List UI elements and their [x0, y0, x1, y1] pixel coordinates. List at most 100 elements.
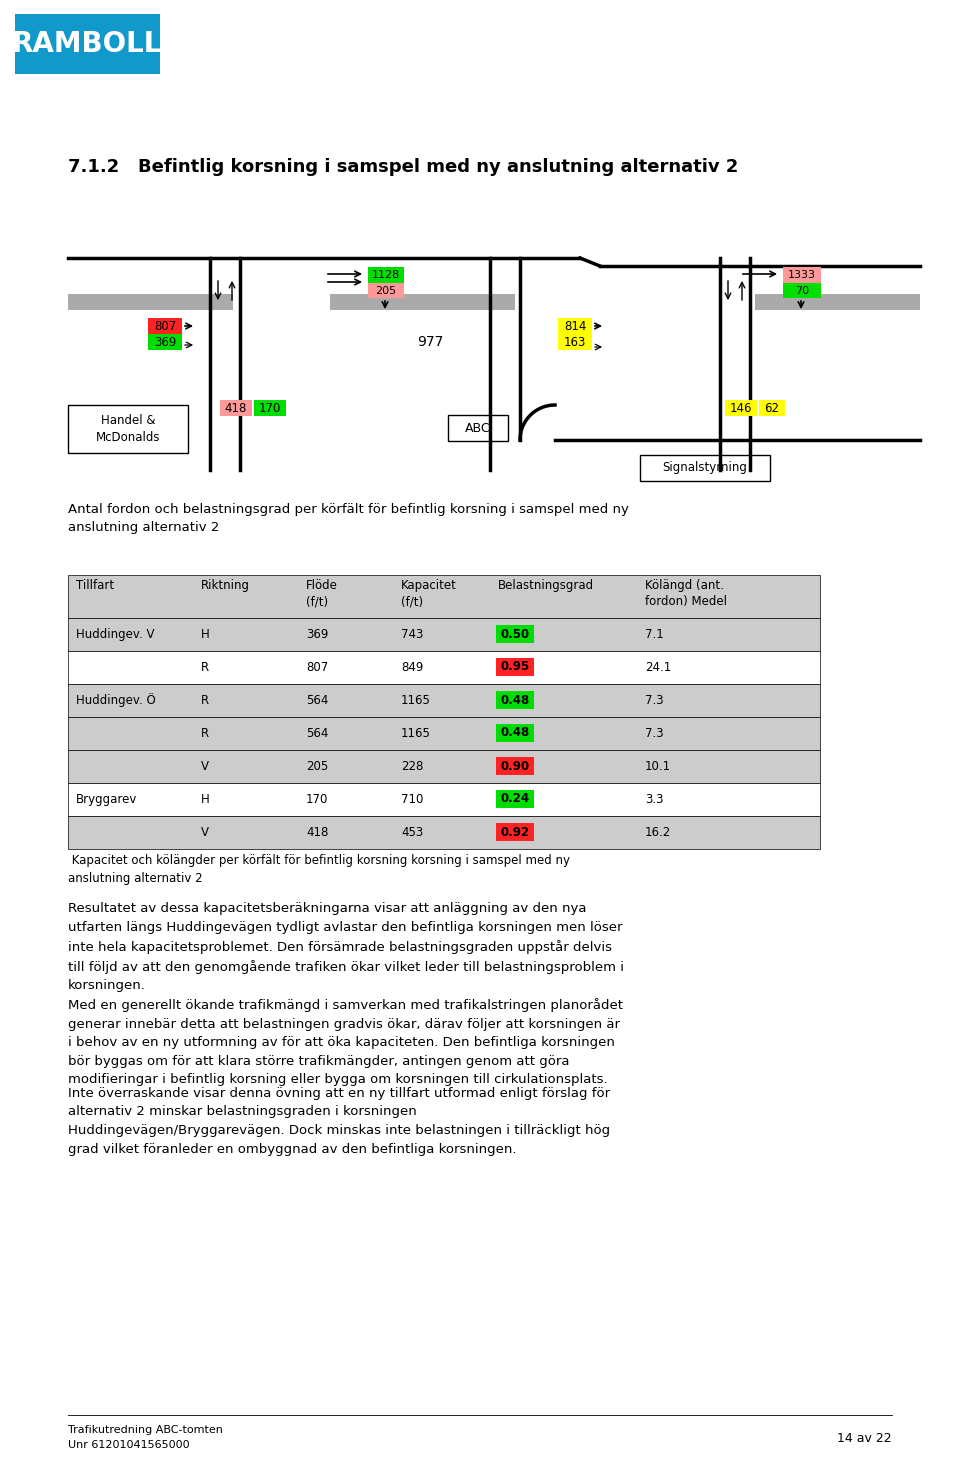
Bar: [254, 401, 286, 415]
Bar: [558, 318, 592, 334]
Text: 418: 418: [306, 826, 328, 840]
Text: 1333: 1333: [788, 270, 816, 280]
Text: 1165: 1165: [401, 694, 431, 707]
Text: 0.95: 0.95: [500, 660, 530, 673]
Text: 24.1: 24.1: [645, 661, 671, 675]
Bar: [68, 683, 820, 717]
Text: H: H: [201, 792, 209, 806]
Bar: [496, 790, 534, 809]
Text: 418: 418: [225, 402, 247, 414]
Bar: [759, 401, 785, 415]
Text: Riktning: Riktning: [201, 579, 250, 592]
Text: 70: 70: [795, 286, 809, 296]
Text: Unr 61201041565000: Unr 61201041565000: [68, 1441, 190, 1449]
Bar: [68, 295, 233, 309]
Bar: [148, 318, 182, 334]
Bar: [68, 784, 820, 816]
Bar: [68, 405, 188, 454]
Bar: [496, 823, 534, 841]
Text: 7.3: 7.3: [645, 728, 663, 739]
Bar: [68, 651, 820, 683]
Text: Kapacitet
(f/t): Kapacitet (f/t): [401, 579, 457, 608]
Bar: [330, 295, 515, 309]
Text: Kapacitet och kölängder per körfält för befintlig korsning korsning i samspel me: Kapacitet och kölängder per körfält för …: [68, 854, 570, 885]
Text: 14 av 22: 14 av 22: [837, 1432, 892, 1445]
Text: Huddingev. Ö: Huddingev. Ö: [76, 694, 156, 707]
Text: 1165: 1165: [401, 728, 431, 739]
Bar: [558, 334, 592, 351]
Text: 228: 228: [401, 760, 423, 773]
Bar: [496, 725, 534, 742]
Text: 16.2: 16.2: [645, 826, 671, 840]
Text: R: R: [201, 661, 209, 675]
Bar: [368, 267, 404, 283]
Text: 7.3: 7.3: [645, 694, 663, 707]
Text: 369: 369: [154, 336, 177, 349]
Text: 564: 564: [306, 694, 328, 707]
Text: V: V: [201, 826, 209, 840]
Text: 170: 170: [259, 402, 281, 414]
Text: 743: 743: [401, 627, 423, 641]
Text: 170: 170: [306, 792, 328, 806]
Bar: [783, 267, 821, 283]
Text: Huddingev. V: Huddingev. V: [76, 627, 155, 641]
Text: 0.92: 0.92: [500, 825, 530, 838]
Text: RAMBOLL: RAMBOLL: [12, 29, 162, 57]
Text: Antal fordon och belastningsgrad per körfält för befintlig korsning i samspel me: Antal fordon och belastningsgrad per kör…: [68, 502, 629, 535]
Text: 7.1.2   Befintlig korsning i samspel med ny anslutning alternativ 2: 7.1.2 Befintlig korsning i samspel med n…: [68, 158, 738, 175]
Text: 205: 205: [375, 286, 396, 296]
Text: 7.1: 7.1: [645, 627, 663, 641]
Bar: [68, 750, 820, 784]
Bar: [368, 283, 404, 298]
Text: Kölängd (ant.
fordon) Medel: Kölängd (ant. fordon) Medel: [645, 579, 727, 608]
Text: 814: 814: [564, 320, 587, 333]
Bar: [68, 717, 820, 750]
Text: 564: 564: [306, 728, 328, 739]
Text: 0.48: 0.48: [500, 726, 530, 739]
Text: 0.90: 0.90: [500, 760, 530, 772]
Bar: [148, 334, 182, 351]
Bar: [68, 816, 820, 848]
Text: H: H: [201, 627, 209, 641]
Text: 3.3: 3.3: [645, 792, 663, 806]
Bar: [496, 658, 534, 676]
Text: Trafikutredning ABC-tomten: Trafikutredning ABC-tomten: [68, 1424, 223, 1435]
Bar: [448, 415, 508, 440]
Text: V: V: [201, 760, 209, 773]
Text: 0.24: 0.24: [500, 792, 530, 806]
Bar: [783, 283, 821, 298]
Text: 146: 146: [730, 402, 753, 414]
Text: 62: 62: [764, 402, 780, 414]
Bar: [640, 455, 770, 482]
Bar: [755, 295, 920, 309]
Text: Inte överraskande visar denna övning att en ny tillfart utformad enligt förslag : Inte överraskande visar denna övning att…: [68, 1087, 611, 1155]
Text: Signalstyrning: Signalstyrning: [662, 461, 748, 474]
Text: 807: 807: [154, 320, 176, 333]
Text: 453: 453: [401, 826, 423, 840]
Text: Flöde
(f/t): Flöde (f/t): [306, 579, 338, 608]
Bar: [496, 625, 534, 644]
Text: 710: 710: [401, 792, 423, 806]
Text: 1128: 1128: [372, 270, 400, 280]
Bar: [220, 401, 252, 415]
Bar: [496, 757, 534, 775]
Text: Belastningsgrad: Belastningsgrad: [498, 579, 594, 592]
Text: 0.50: 0.50: [500, 627, 530, 641]
Text: 807: 807: [306, 661, 328, 675]
Text: Handel &
McDonalds: Handel & McDonalds: [96, 414, 160, 443]
Text: R: R: [201, 694, 209, 707]
Text: Tillfart: Tillfart: [76, 579, 114, 592]
Text: 369: 369: [306, 627, 328, 641]
Text: ABC: ABC: [466, 421, 491, 435]
Bar: [68, 574, 820, 619]
Bar: [496, 691, 534, 709]
Text: R: R: [201, 728, 209, 739]
Text: 163: 163: [564, 336, 587, 349]
Bar: [15, 15, 160, 74]
Text: 977: 977: [417, 334, 444, 349]
Text: 849: 849: [401, 661, 423, 675]
Text: 205: 205: [306, 760, 328, 773]
Text: 10.1: 10.1: [645, 760, 671, 773]
Text: 0.48: 0.48: [500, 694, 530, 707]
Bar: [725, 401, 757, 415]
